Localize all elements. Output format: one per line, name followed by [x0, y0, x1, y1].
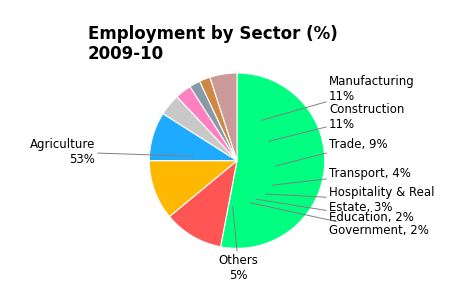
Wedge shape [177, 87, 237, 161]
Wedge shape [210, 73, 237, 161]
Wedge shape [163, 97, 237, 161]
Text: Manufacturing
11%: Manufacturing 11% [262, 75, 415, 120]
Text: Others
5%: Others 5% [219, 206, 259, 282]
Text: Trade, 9%: Trade, 9% [275, 138, 388, 166]
Text: Education, 2%: Education, 2% [256, 199, 414, 224]
Text: Government, 2%: Government, 2% [250, 203, 429, 237]
Text: Agriculture
53%: Agriculture 53% [29, 138, 193, 166]
Text: Construction
11%: Construction 11% [269, 103, 404, 141]
Text: Transport, 4%: Transport, 4% [272, 167, 411, 185]
Wedge shape [169, 161, 237, 247]
Wedge shape [149, 161, 237, 217]
Wedge shape [220, 73, 325, 248]
Text: Hospitality & Real
Estate, 3%: Hospitality & Real Estate, 3% [265, 186, 435, 214]
Wedge shape [200, 77, 237, 161]
Wedge shape [149, 114, 237, 161]
Text: Employment by Sector (%): Employment by Sector (%) [88, 25, 337, 43]
Text: 2009-10: 2009-10 [88, 45, 164, 63]
Wedge shape [190, 81, 237, 161]
